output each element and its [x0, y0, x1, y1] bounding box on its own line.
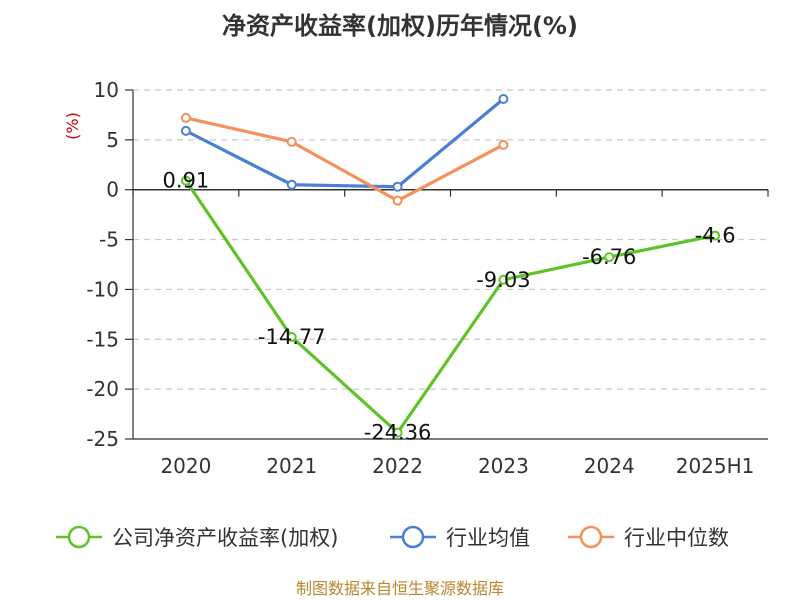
legend-swatch-marker: [401, 525, 425, 549]
x-tick-label: 2025H1: [676, 454, 755, 478]
data-label: 0.91: [163, 169, 210, 193]
data-point[interactable]: [392, 195, 403, 206]
data-point[interactable]: [286, 179, 297, 190]
data-point[interactable]: [180, 112, 191, 123]
y-tick-label: -5: [99, 228, 119, 252]
data-label: -9.03: [476, 268, 530, 292]
y-tick-label: -15: [86, 327, 119, 351]
legend-item[interactable]: 行业均值: [390, 525, 530, 550]
data-point[interactable]: [286, 331, 297, 342]
legend[interactable]: 公司净资产收益率(加权) 行业均值 行业中位数: [56, 525, 729, 550]
legend-label: 行业中位数: [624, 526, 729, 550]
y-tick-label: -20: [86, 377, 119, 401]
x-tick-label: 2021: [266, 454, 317, 478]
data-point[interactable]: [286, 136, 297, 147]
y-tick-label: 5: [106, 128, 119, 152]
axes: 10 5 0 -5 -10 -15 -20 -25 2020 2021 2022 2023 2024 20…: [86, 78, 769, 478]
data-point[interactable]: [392, 427, 403, 438]
y-tick-label: -25: [86, 427, 119, 451]
data-point[interactable]: [180, 125, 191, 136]
x-tick-label: 2023: [478, 454, 529, 478]
data-point[interactable]: [180, 175, 191, 186]
y-tick-label: -10: [86, 277, 119, 301]
x-tick-label: 2024: [584, 454, 635, 478]
series-line: [185, 97, 505, 189]
legend-label: 行业均值: [446, 526, 530, 550]
data-point[interactable]: [710, 230, 721, 241]
data-point[interactable]: [392, 181, 403, 192]
data-point[interactable]: [498, 93, 509, 104]
series-line: [184, 179, 716, 435]
legend-label: 公司净资产收益率(加权): [112, 526, 338, 550]
chart-title: 净资产收益率(加权)历年情况(%): [222, 12, 578, 40]
legend-item[interactable]: 行业中位数: [568, 525, 729, 550]
data-point[interactable]: [604, 252, 615, 263]
y-tick-label: 10: [94, 78, 119, 102]
legend-swatch-marker: [67, 525, 91, 549]
x-tick-label: 2022: [372, 454, 423, 478]
data-label: -6.76: [582, 245, 636, 269]
source-note: 制图数据来自恒生聚源数据库: [296, 579, 504, 598]
series: [180, 93, 721, 438]
data-point[interactable]: [498, 139, 509, 150]
y-tick-label: 0: [106, 178, 119, 202]
legend-swatch-marker: [579, 525, 603, 549]
series-line: [185, 116, 505, 203]
legend-item[interactable]: 公司净资产收益率(加权): [56, 525, 338, 550]
data-labels: 0.91 -14.77 -24.36 -9.03 -6.76 -4.6: [163, 169, 736, 445]
x-tick-label: 2020: [160, 454, 211, 478]
data-label: -24.36: [364, 421, 432, 445]
data-label: -14.77: [258, 325, 326, 349]
data-label: -4.6: [695, 224, 736, 248]
data-point[interactable]: [498, 274, 509, 285]
y-axis-unit: (%): [63, 112, 82, 140]
